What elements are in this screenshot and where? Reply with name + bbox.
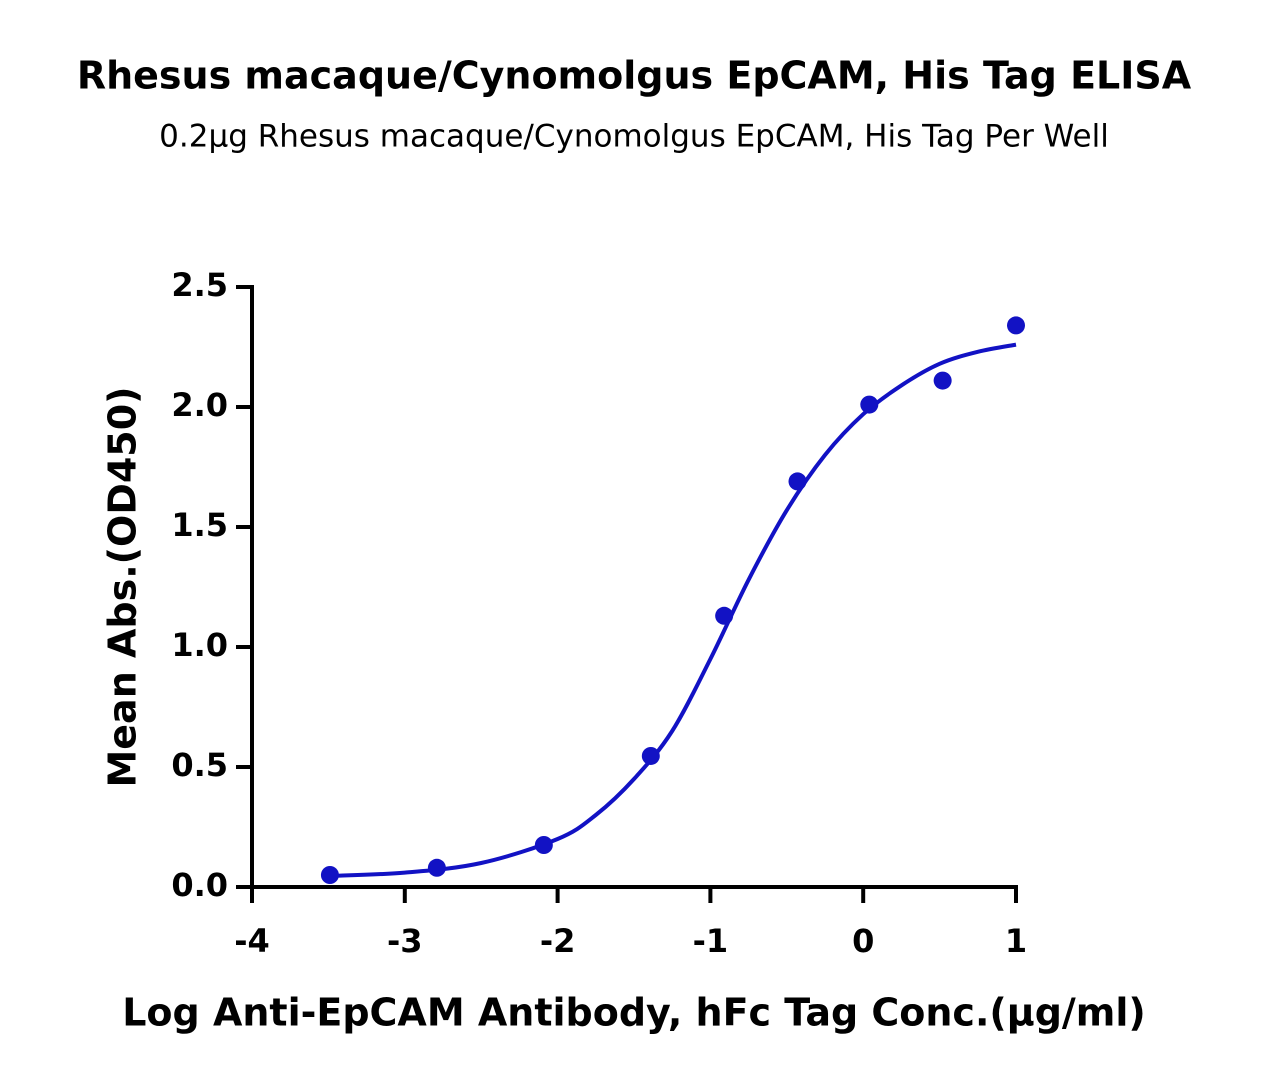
data-point [427, 858, 446, 877]
data-point [715, 606, 734, 625]
y-tick-label: 1.0 [171, 626, 228, 664]
fit-curve [328, 342, 1017, 878]
x-tick-label: -2 [540, 922, 576, 960]
data-point [788, 472, 807, 491]
x-axis-label: Log Anti-EpCAM Antibody, hFc Tag Conc.(μ… [122, 991, 1146, 1035]
y-tick-label: 0.5 [171, 746, 228, 784]
data-point [1007, 316, 1025, 335]
data-point [860, 395, 879, 414]
x-tick-label: 1 [1005, 922, 1027, 960]
x-tick-label: -3 [387, 922, 423, 960]
y-tick-label: 1.5 [171, 506, 228, 544]
chart-title: Rhesus macaque/Cynomolgus EpCAM, His Tag… [77, 54, 1192, 98]
y-tick-label: 0.0 [171, 866, 228, 904]
x-tick-label: 0 [852, 922, 874, 960]
y-tick-label: 2.0 [171, 386, 228, 424]
data-point [534, 836, 553, 854]
data-point [933, 371, 952, 390]
x-tick-label: -4 [234, 922, 270, 960]
y-axis-label: Mean Abs.(OD450) [101, 386, 145, 787]
chart-subtitle: 0.2μg Rhesus macaque/Cynomolgus EpCAM, H… [159, 119, 1109, 155]
data-point [641, 746, 660, 765]
y-tick-label: 2.5 [171, 266, 228, 304]
x-tick-label: -1 [693, 922, 729, 960]
data-point [320, 866, 339, 884]
